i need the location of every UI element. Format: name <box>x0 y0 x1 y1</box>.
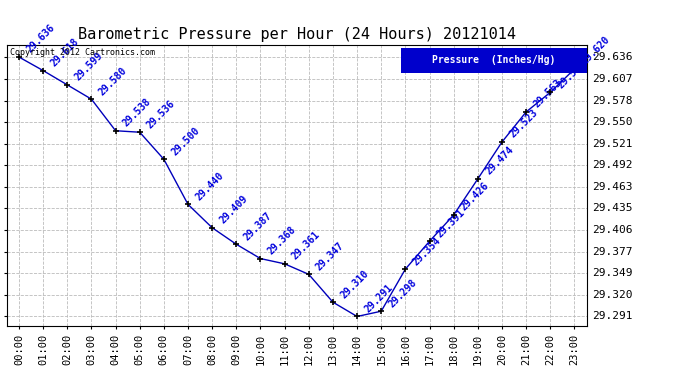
Text: 29.563: 29.563 <box>532 78 564 110</box>
Text: 29.474: 29.474 <box>484 145 515 177</box>
Text: 29.377: 29.377 <box>592 247 633 257</box>
Text: 29.580: 29.580 <box>97 65 129 97</box>
Text: 29.500: 29.500 <box>170 125 201 157</box>
Text: 29.523: 29.523 <box>508 108 540 140</box>
Text: 29.391: 29.391 <box>435 207 467 239</box>
Text: 29.361: 29.361 <box>290 230 322 262</box>
Text: 29.349: 29.349 <box>592 268 633 278</box>
Text: 29.368: 29.368 <box>266 224 298 256</box>
Text: 29.298: 29.298 <box>387 277 419 309</box>
Text: 29.599: 29.599 <box>73 51 105 83</box>
Text: 29.521: 29.521 <box>592 138 633 148</box>
Text: 29.387: 29.387 <box>242 210 274 242</box>
Text: 29.618: 29.618 <box>49 36 81 68</box>
Text: 29.409: 29.409 <box>218 194 250 226</box>
Text: 29.291: 29.291 <box>592 312 633 321</box>
Text: Copyright 2012 Cartronics.com: Copyright 2012 Cartronics.com <box>10 48 155 57</box>
Text: 29.291: 29.291 <box>363 282 395 314</box>
Text: 29.589: 29.589 <box>556 58 588 90</box>
Text: 29.440: 29.440 <box>194 170 226 202</box>
Text: 29.538: 29.538 <box>121 97 153 129</box>
Text: 29.636: 29.636 <box>592 52 633 62</box>
Text: 29.320: 29.320 <box>592 290 633 300</box>
Text: 29.347: 29.347 <box>315 240 346 272</box>
Text: 29.354: 29.354 <box>411 235 443 267</box>
Text: 29.406: 29.406 <box>592 225 633 235</box>
Text: 29.435: 29.435 <box>592 203 633 213</box>
Text: 29.536: 29.536 <box>146 98 177 130</box>
Text: 29.310: 29.310 <box>339 268 371 300</box>
Text: 29.426: 29.426 <box>460 181 491 213</box>
Title: Barometric Pressure per Hour (24 Hours) 20121014: Barometric Pressure per Hour (24 Hours) … <box>78 27 515 42</box>
Text: 29.636: 29.636 <box>25 23 57 55</box>
Text: 29.463: 29.463 <box>592 182 633 192</box>
Text: 29.607: 29.607 <box>592 74 633 84</box>
Text: 29.550: 29.550 <box>592 117 633 127</box>
Text: 29.578: 29.578 <box>592 96 633 106</box>
Text: 29.492: 29.492 <box>592 160 633 170</box>
Text: 29.620: 29.620 <box>580 35 612 67</box>
